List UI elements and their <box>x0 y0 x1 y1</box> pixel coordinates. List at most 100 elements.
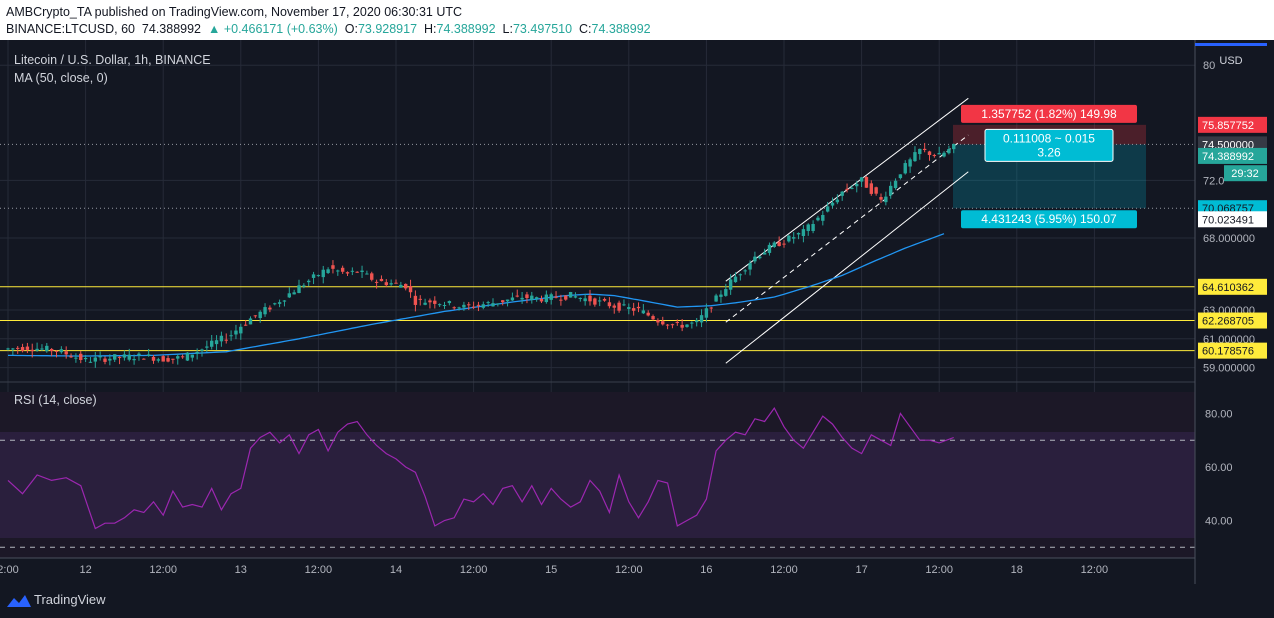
candle-body <box>816 217 820 221</box>
candle-body <box>428 300 432 303</box>
symbol-quote-line: BINANCE:LTCUSD, 60 74.388992 ▲ +0.466171… <box>6 22 651 36</box>
time-axis-label: 12 <box>79 564 91 576</box>
candle-body <box>234 330 238 335</box>
candle-body <box>850 187 854 189</box>
candle-body <box>835 199 840 203</box>
candle-body <box>932 155 937 157</box>
currency-badge[interactable] <box>1216 51 1246 68</box>
candle-body <box>462 304 466 308</box>
publish-header: AMBCrypto_TA published on TradingView.co… <box>0 0 1274 40</box>
candle-body <box>224 339 228 341</box>
candle-body <box>277 302 282 304</box>
candle-body <box>593 298 597 305</box>
candle-body <box>559 299 563 301</box>
time-axis-label: 12:00 <box>149 564 177 576</box>
candle-body <box>825 206 830 212</box>
candle-body <box>501 300 505 303</box>
candle-body <box>544 294 549 303</box>
candle-body <box>98 356 102 358</box>
candle-body <box>355 271 359 273</box>
price-label-text: 62.268705 <box>1202 316 1254 328</box>
candle-body <box>680 324 684 328</box>
time-axis-label: 12:00 <box>770 564 798 576</box>
price-label-tag <box>1198 147 1267 164</box>
candle-body <box>268 307 272 310</box>
candle-body <box>64 351 68 355</box>
candle-body <box>467 304 471 306</box>
candle-body <box>195 351 199 354</box>
time-axis[interactable]: 2:00 12 12:00 13 12:00 14 12:00 15 12:00 16 12:00 1… <box>0 564 1108 576</box>
rsi-axis-label: 60.00 <box>1205 462 1233 474</box>
candle-body <box>25 346 30 350</box>
candle-body <box>884 196 888 203</box>
candle-body <box>384 282 388 286</box>
candle-body <box>442 305 447 307</box>
candle-body <box>30 349 34 352</box>
candle-body <box>340 267 345 272</box>
candle-body <box>452 307 456 309</box>
candle-body <box>471 306 476 308</box>
chart-title: Litecoin / U.S. Dollar, 1h, BINANCE <box>14 53 211 67</box>
candle-body <box>433 300 437 304</box>
candle-body <box>753 256 757 262</box>
time-axis-label: 12:00 <box>305 564 333 576</box>
price-label-tag <box>1198 342 1267 359</box>
candle-body <box>869 183 873 194</box>
candle-body <box>845 188 849 190</box>
candle-body <box>229 335 233 337</box>
close-value: 74.388992 <box>591 22 651 36</box>
candle-body <box>239 326 243 334</box>
candle-body <box>418 298 422 300</box>
candle-body <box>908 159 912 167</box>
candle-body <box>665 324 670 326</box>
candle-body <box>801 229 806 237</box>
price-label-text: 75.857752 <box>1202 120 1254 132</box>
candle-body <box>806 224 810 231</box>
candle-body <box>699 315 704 323</box>
time-axis-label: 17 <box>855 564 867 576</box>
candle-body <box>743 270 747 272</box>
candle-body <box>476 304 481 306</box>
candle-body <box>661 321 665 325</box>
candle-body <box>389 283 393 285</box>
candle-body <box>40 348 44 350</box>
candle-body <box>93 357 97 362</box>
candle-body <box>505 299 510 302</box>
candle-body <box>122 354 127 358</box>
candle-body <box>738 274 743 276</box>
candle-body <box>273 303 277 305</box>
candle-body <box>748 263 752 270</box>
rsi-legend: RSI (14, close) <box>14 393 97 407</box>
price-label-text: 60.178576 <box>1202 346 1254 358</box>
candle-body <box>132 359 136 361</box>
close-label: C: <box>579 22 592 36</box>
candle-body <box>913 152 917 162</box>
ratio-label-box <box>984 128 1114 162</box>
footer-bar: TradingView <box>0 584 1274 618</box>
price-axis-label: 68.000000 <box>1203 233 1255 245</box>
candle-body <box>733 276 738 283</box>
candle-body <box>782 243 786 245</box>
candle-body <box>821 214 825 221</box>
price-label-tag <box>1198 312 1267 329</box>
target-label-box <box>961 104 1137 123</box>
chart-canvas[interactable]: 8072.068.00000063.00000061.00000059.0000… <box>0 40 1274 584</box>
support-lines <box>0 143 1195 352</box>
candle-body <box>641 310 646 314</box>
candle-body <box>161 356 165 362</box>
open-label: O: <box>344 22 358 36</box>
price-axis-label: 59.000000 <box>1203 363 1255 375</box>
price-label-tag <box>1198 116 1267 133</box>
candle-body <box>777 241 781 247</box>
candle-body <box>728 279 733 290</box>
candle-body <box>345 272 350 274</box>
risk-reward-label: 3.26 <box>1037 145 1061 159</box>
candle-body <box>602 298 607 301</box>
candle-body <box>893 180 898 189</box>
price-change: ▲ +0.466171 (+0.63%) <box>207 22 338 36</box>
candle-body <box>481 304 485 308</box>
candle-body <box>864 176 869 188</box>
candle-body <box>200 349 204 351</box>
candle-body <box>103 358 107 362</box>
time-axis-label: 18 <box>1011 564 1023 576</box>
